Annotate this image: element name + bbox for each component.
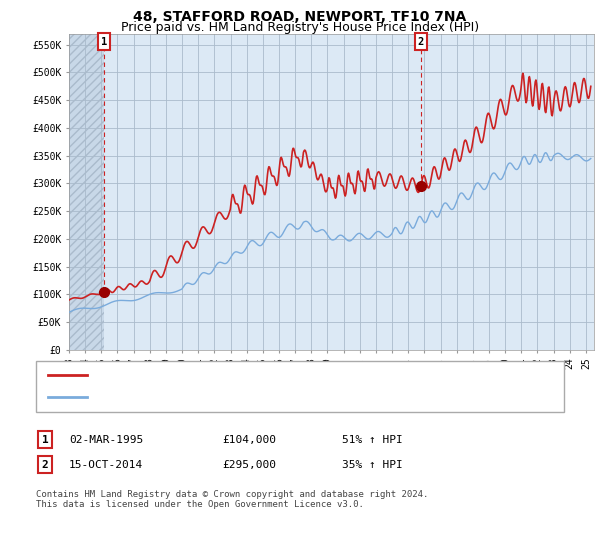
Bar xyxy=(69,34,104,350)
Text: 48, STAFFORD ROAD, NEWPORT, TF10 7NA: 48, STAFFORD ROAD, NEWPORT, TF10 7NA xyxy=(133,10,467,24)
Text: 48, STAFFORD ROAD, NEWPORT, TF10 7NA (detached house): 48, STAFFORD ROAD, NEWPORT, TF10 7NA (de… xyxy=(93,370,424,380)
Text: £104,000: £104,000 xyxy=(222,435,276,445)
Text: 02-MAR-1995: 02-MAR-1995 xyxy=(69,435,143,445)
Text: 2: 2 xyxy=(41,460,49,470)
Text: 15-OCT-2014: 15-OCT-2014 xyxy=(69,460,143,470)
Text: HPI: Average price, detached house, Telford and Wrekin: HPI: Average price, detached house, Telf… xyxy=(93,393,431,403)
Text: 1: 1 xyxy=(101,36,107,46)
Text: £295,000: £295,000 xyxy=(222,460,276,470)
Text: Price paid vs. HM Land Registry's House Price Index (HPI): Price paid vs. HM Land Registry's House … xyxy=(121,21,479,34)
Text: Contains HM Land Registry data © Crown copyright and database right 2024.
This d: Contains HM Land Registry data © Crown c… xyxy=(36,490,428,510)
Text: 51% ↑ HPI: 51% ↑ HPI xyxy=(342,435,403,445)
Text: 35% ↑ HPI: 35% ↑ HPI xyxy=(342,460,403,470)
Text: 1: 1 xyxy=(41,435,49,445)
Text: 2: 2 xyxy=(418,36,424,46)
